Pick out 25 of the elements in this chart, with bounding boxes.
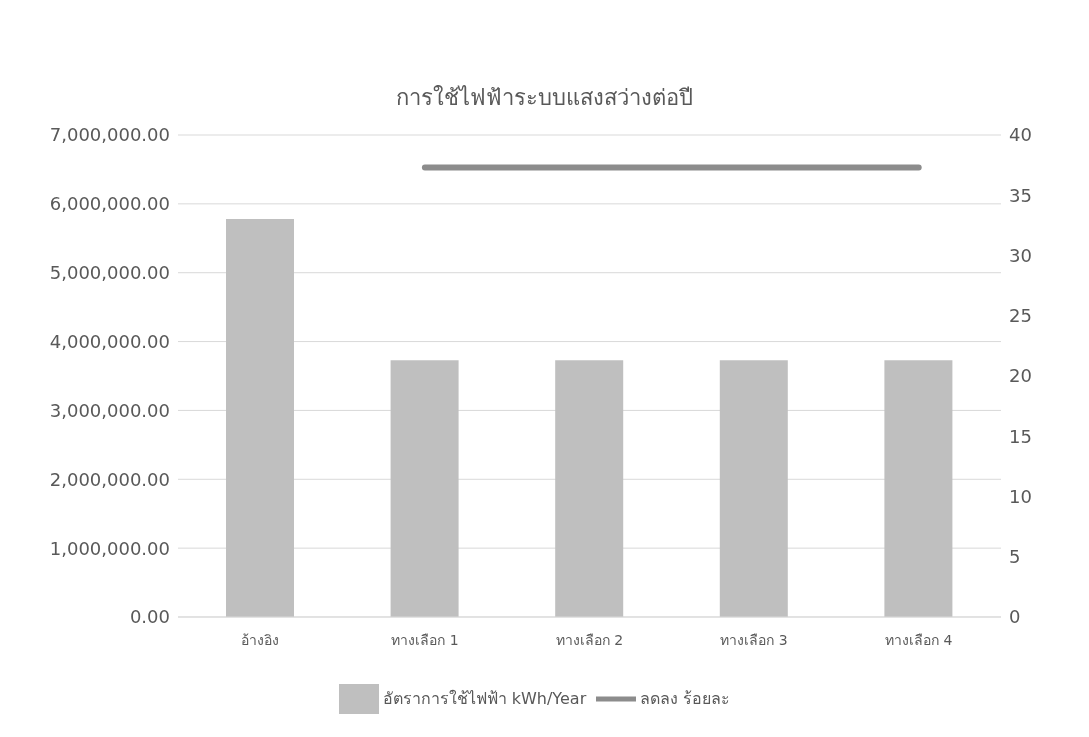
y2-tick-label: 20 — [1009, 365, 1032, 387]
y-tick-label: 6,000,000.00 — [49, 193, 170, 215]
legend-label: อัตราการใช้ไฟฟ้า kWh/Year — [382, 688, 587, 708]
y2-tick-label: 40 — [1009, 124, 1032, 146]
y-tick-label: 3,000,000.00 — [49, 399, 170, 421]
y-tick-label: 5,000,000.00 — [49, 262, 170, 284]
y-tick-label: 7,000,000.00 — [49, 124, 170, 146]
y-tick-label: 1,000,000.00 — [49, 537, 170, 559]
y2-tick-label: 30 — [1009, 244, 1032, 266]
chart-title: การใช้ไฟฟ้าระบบแสงสว่างต่อปี — [395, 84, 694, 110]
y2-tick-label: 0 — [1009, 606, 1021, 628]
y2-tick-label: 15 — [1009, 425, 1032, 447]
y2-tick-label: 5 — [1009, 546, 1021, 568]
y-tick-label: 2,000,000.00 — [49, 468, 170, 490]
y-tick-label: 0.00 — [129, 606, 170, 628]
y2-tick-label: 35 — [1009, 184, 1032, 206]
legend-label: ลดลง ร้อยละ — [640, 688, 731, 708]
x-tick-label: ทางเลือก 1 — [391, 631, 459, 648]
x-tick-label: ทางเลือก 4 — [885, 631, 953, 648]
x-tick-label: ทางเลือก 2 — [555, 631, 624, 648]
y2-tick-label: 25 — [1009, 305, 1032, 327]
x-tick-label: อ้างอิง — [241, 631, 280, 648]
y2-tick-label: 10 — [1009, 485, 1032, 507]
x-tick-label: ทางเลือก 3 — [720, 631, 788, 648]
y-tick-label: 4,000,000.00 — [49, 330, 170, 352]
